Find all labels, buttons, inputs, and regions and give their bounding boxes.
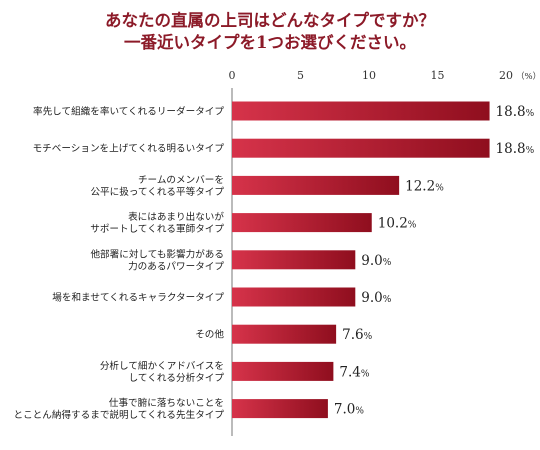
bar-3 <box>232 175 400 195</box>
category-label-7: その他 <box>195 329 224 341</box>
value-label-4: 10.2% <box>378 216 417 232</box>
category-label-1: 率先して組織を率いてくれるリーダータイプ <box>33 106 224 118</box>
value-unit-6: % <box>383 295 392 305</box>
category-label-5-line-2: 力のあるパワータイプ <box>128 260 224 272</box>
value-label-3: 12.2% <box>405 178 444 194</box>
x-axis-unit: （%） <box>516 71 540 82</box>
category-label-2: モチベーションを上げてくれる明るいタイプ <box>33 144 225 155</box>
chart-title-line-1: あなたの直属の上司はどんなタイプですか？ <box>105 10 435 30</box>
value-unit-4: % <box>408 221 417 231</box>
x-tick-label-20: 20 <box>499 69 513 82</box>
category-label-6: 場を和ませてくれるキャラクタータイプ <box>52 292 224 304</box>
value-unit-1: % <box>526 109 535 119</box>
category-label-3-line-1: チームのメンバーを <box>138 175 224 186</box>
value-label-8: 7.4% <box>339 364 369 380</box>
value-unit-7: % <box>364 332 373 342</box>
value-unit-3: % <box>435 183 444 193</box>
value-label-6: 9.0% <box>361 290 391 306</box>
x-tick-label-10: 10 <box>362 69 376 82</box>
value-label-9: 7.0% <box>334 402 364 418</box>
category-label-3-line-2: 公平に扱ってくれる平等タイプ <box>90 186 224 198</box>
category-label-8-line-1: 分析して細かくアドバイスを <box>100 360 224 372</box>
x-tick-label-5: 5 <box>297 69 304 82</box>
bar-5 <box>232 250 356 270</box>
category-label-9-line-2: とことん納得するまで説明してくれる先生タイプ <box>14 409 225 421</box>
value-label-7: 7.6% <box>342 327 372 343</box>
value-unit-2: % <box>526 146 535 156</box>
bar-9 <box>232 399 328 419</box>
bar-series: 率先して組織を率いてくれるリーダータイプ 18.8% モチベーションを上げてくれる明… <box>14 101 535 421</box>
value-label-2: 18.8% <box>496 141 535 157</box>
category-label-5-line-1: 他部署に対しても影響力がある <box>90 248 224 260</box>
bar-6 <box>232 287 356 307</box>
bar-7 <box>232 324 337 344</box>
category-label-4-line-2: サポートしてくれる軍師タイプ <box>90 223 224 235</box>
category-label-4-line-1: 表にはあまり出ないが <box>128 211 224 223</box>
x-tick-label-0: 0 <box>229 69 236 82</box>
bar-8 <box>232 361 334 381</box>
x-tick-label-15: 15 <box>431 69 445 82</box>
value-unit-9: % <box>355 407 364 417</box>
category-label-9-line-1: 仕事で腑に落ちないことを <box>109 397 224 409</box>
value-unit-8: % <box>361 369 370 379</box>
category-label-8-line-2: してくれる分析タイプ <box>129 372 225 384</box>
value-unit-5: % <box>383 258 392 268</box>
value-label-1: 18.8% <box>496 104 535 120</box>
bar-2 <box>232 138 490 158</box>
value-label-5: 9.0% <box>361 253 391 269</box>
bar-1 <box>232 101 490 121</box>
bar-4 <box>232 213 372 233</box>
chart-title-line-2: 一番近いタイプを1つお選びください。 <box>124 32 416 52</box>
